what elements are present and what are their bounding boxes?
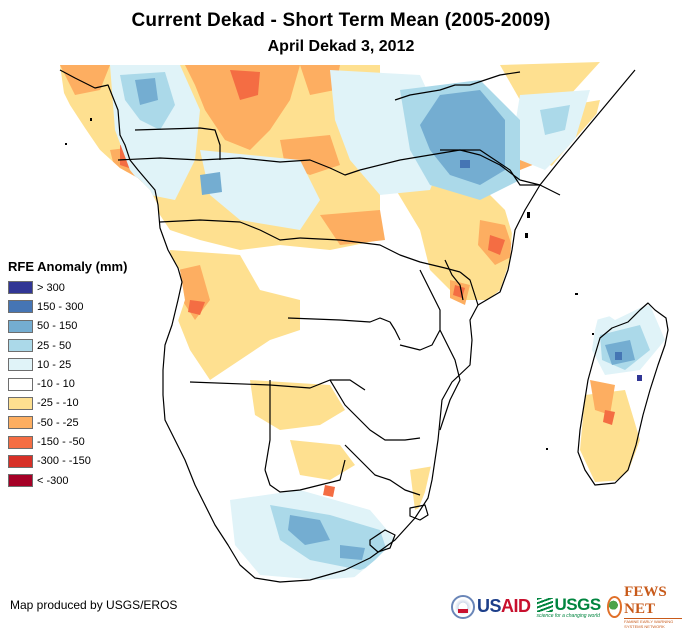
legend-items: > 300 150 - 300 50 - 150 25 - 50 10 - 25 -10 … — [8, 278, 127, 490]
legend-item: -10 - 10 — [8, 374, 127, 393]
map-title: Current Dekad - Short Term Mean (2005-20… — [131, 10, 551, 31]
legend-label: -10 - 10 — [37, 378, 75, 391]
legend-item: > 300 — [8, 278, 127, 297]
fewsnet-logo: FEWS NET FAMINE EARLY WARNING SYSTEMS NE… — [606, 584, 682, 629]
legend-item: 150 - 300 — [8, 297, 127, 316]
legend-swatch — [8, 474, 33, 488]
legend-swatch — [8, 377, 33, 391]
usgs-tagline: science for a changing world — [536, 612, 600, 619]
legend-item: -150 - -50 — [8, 432, 127, 451]
legend-item: -25 - -10 — [8, 394, 127, 413]
legend-swatch — [8, 435, 33, 449]
map-subtitle: April Dekad 3, 2012 — [267, 38, 415, 55]
usgs-logo: USGS science for a changing world — [536, 594, 602, 619]
anomaly-over-300 — [637, 375, 642, 381]
usaid-wordmark: USAID — [477, 596, 531, 617]
legend-item: 25 - 50 — [8, 336, 127, 355]
legend-label: -50 - -25 — [37, 416, 79, 429]
fewsnet-wordmark: FEWS NET — [624, 584, 667, 617]
legend-item: 50 - 150 — [8, 317, 127, 336]
globe-icon — [606, 595, 623, 618]
usgs-mark-icon — [536, 597, 553, 612]
usaid-logo: USAID — [451, 594, 531, 619]
map-credit: Map produced by USGS/EROS — [10, 598, 178, 612]
legend-swatch — [8, 281, 33, 295]
legend-item: -300 - -150 — [8, 452, 127, 471]
usaid-name-part-a: US — [477, 596, 502, 616]
anomaly-50-150 — [135, 78, 635, 560]
legend-label: 10 - 25 — [37, 358, 72, 371]
legend-label: > 300 — [37, 281, 65, 294]
usaid-seal-icon — [451, 594, 475, 619]
legend-swatch — [8, 396, 33, 410]
legend-item: 10 - 25 — [8, 355, 127, 374]
legend-swatch — [8, 339, 33, 353]
anomaly-map — [59, 62, 669, 585]
legend: RFE Anomaly (mm) > 300 150 - 300 50 - 150 2… — [8, 259, 127, 490]
legend-label: 50 - 150 — [37, 320, 78, 333]
legend-swatch — [8, 300, 33, 314]
madagascar-coastline — [577, 302, 669, 486]
legend-label: < -300 — [37, 474, 69, 487]
legend-label: -25 - -10 — [37, 397, 79, 410]
legend-label: 150 - 300 — [37, 300, 84, 313]
legend-swatch — [8, 416, 33, 430]
country-borders — [59, 69, 669, 583]
legend-swatch — [8, 358, 33, 372]
legend-label: 25 - 50 — [37, 339, 72, 352]
legend-swatch — [8, 454, 33, 468]
mainland-coastline — [59, 69, 636, 583]
legend-swatch — [8, 319, 33, 333]
legend-item: -50 - -25 — [8, 413, 127, 432]
legend-item: < -300 — [8, 471, 127, 490]
legend-label: -150 - -50 — [37, 436, 85, 449]
logos: USAID USGS science for a changing world … — [451, 584, 682, 629]
islands — [65, 118, 594, 450]
legend-label: -300 - -150 — [37, 455, 91, 468]
usgs-wordmark: USGS — [554, 594, 602, 614]
legend-title: RFE Anomaly (mm) — [8, 259, 128, 274]
usaid-name-part-b: AID — [501, 596, 531, 616]
